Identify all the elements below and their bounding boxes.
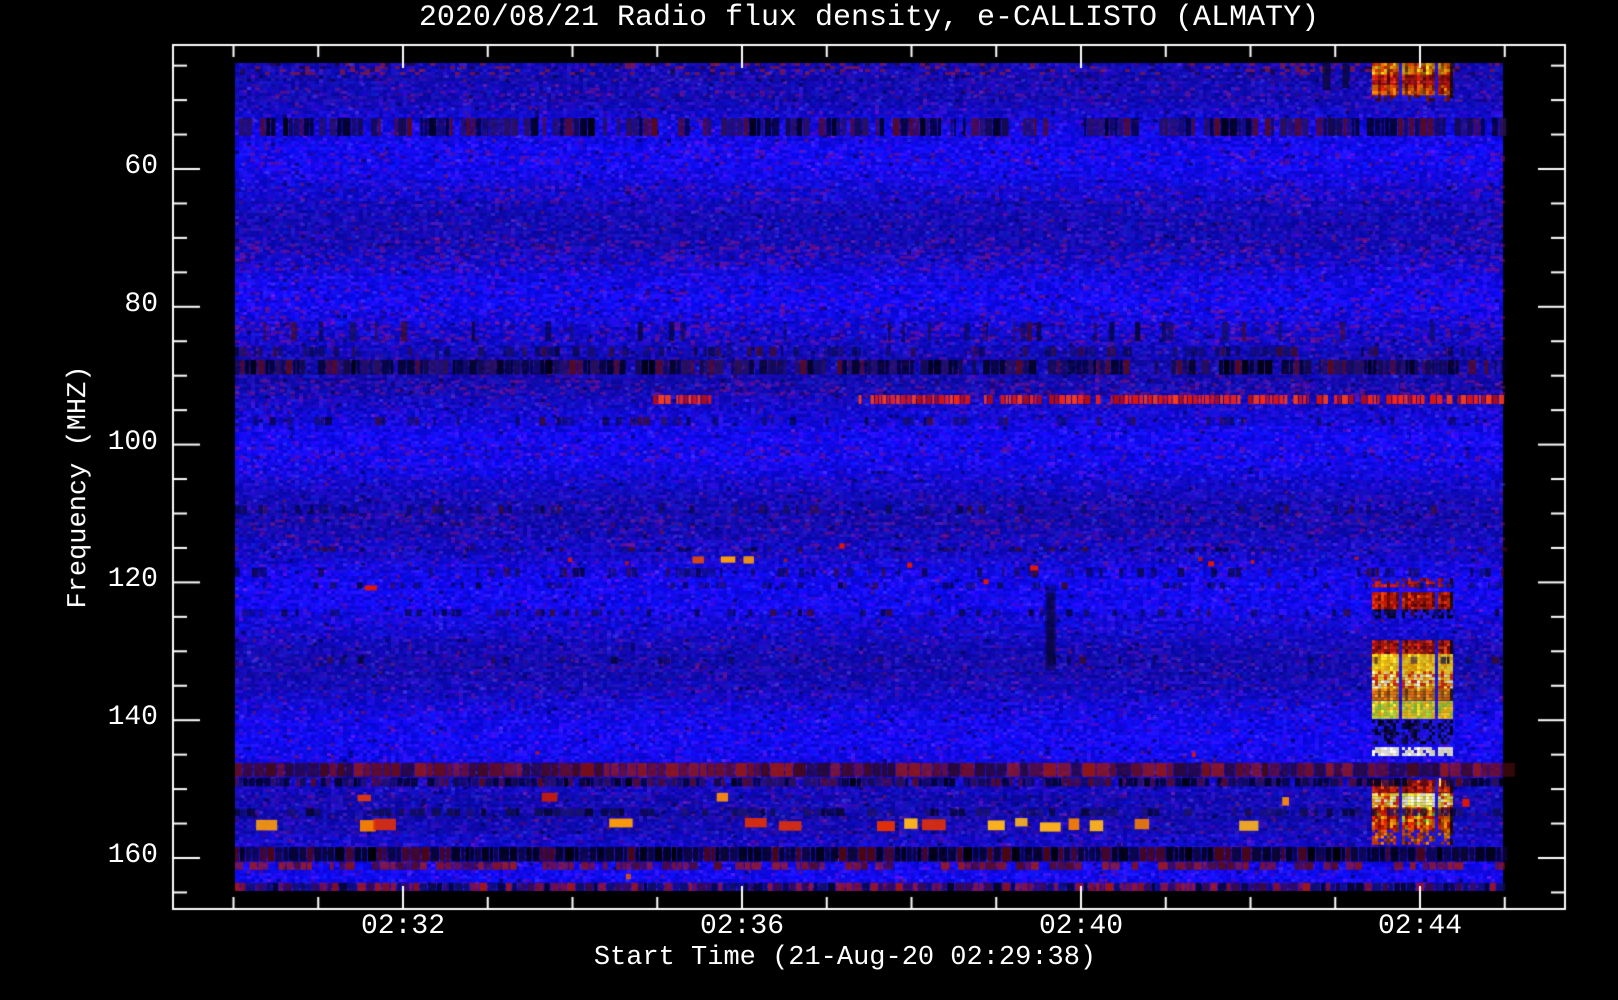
y-tick-label: 160 <box>107 840 158 871</box>
x-tick-label: 02:36 <box>699 911 784 942</box>
x-tick-label: 02:44 <box>1377 911 1462 942</box>
y-tick-label: 60 <box>124 151 158 182</box>
x-tick-label: 02:32 <box>360 911 445 942</box>
y-tick-label: 140 <box>107 702 158 733</box>
chart-title: 2020/08/21 Radio flux density, e-CALLIST… <box>418 1 1320 35</box>
x-axis-label: Start Time (21-Aug-20 02:29:38) <box>593 943 1097 973</box>
y-tick-label: 80 <box>124 289 158 320</box>
y-tick-label: 120 <box>107 564 158 595</box>
y-tick-label: 100 <box>107 427 158 458</box>
x-tick-label: 02:40 <box>1038 911 1123 942</box>
